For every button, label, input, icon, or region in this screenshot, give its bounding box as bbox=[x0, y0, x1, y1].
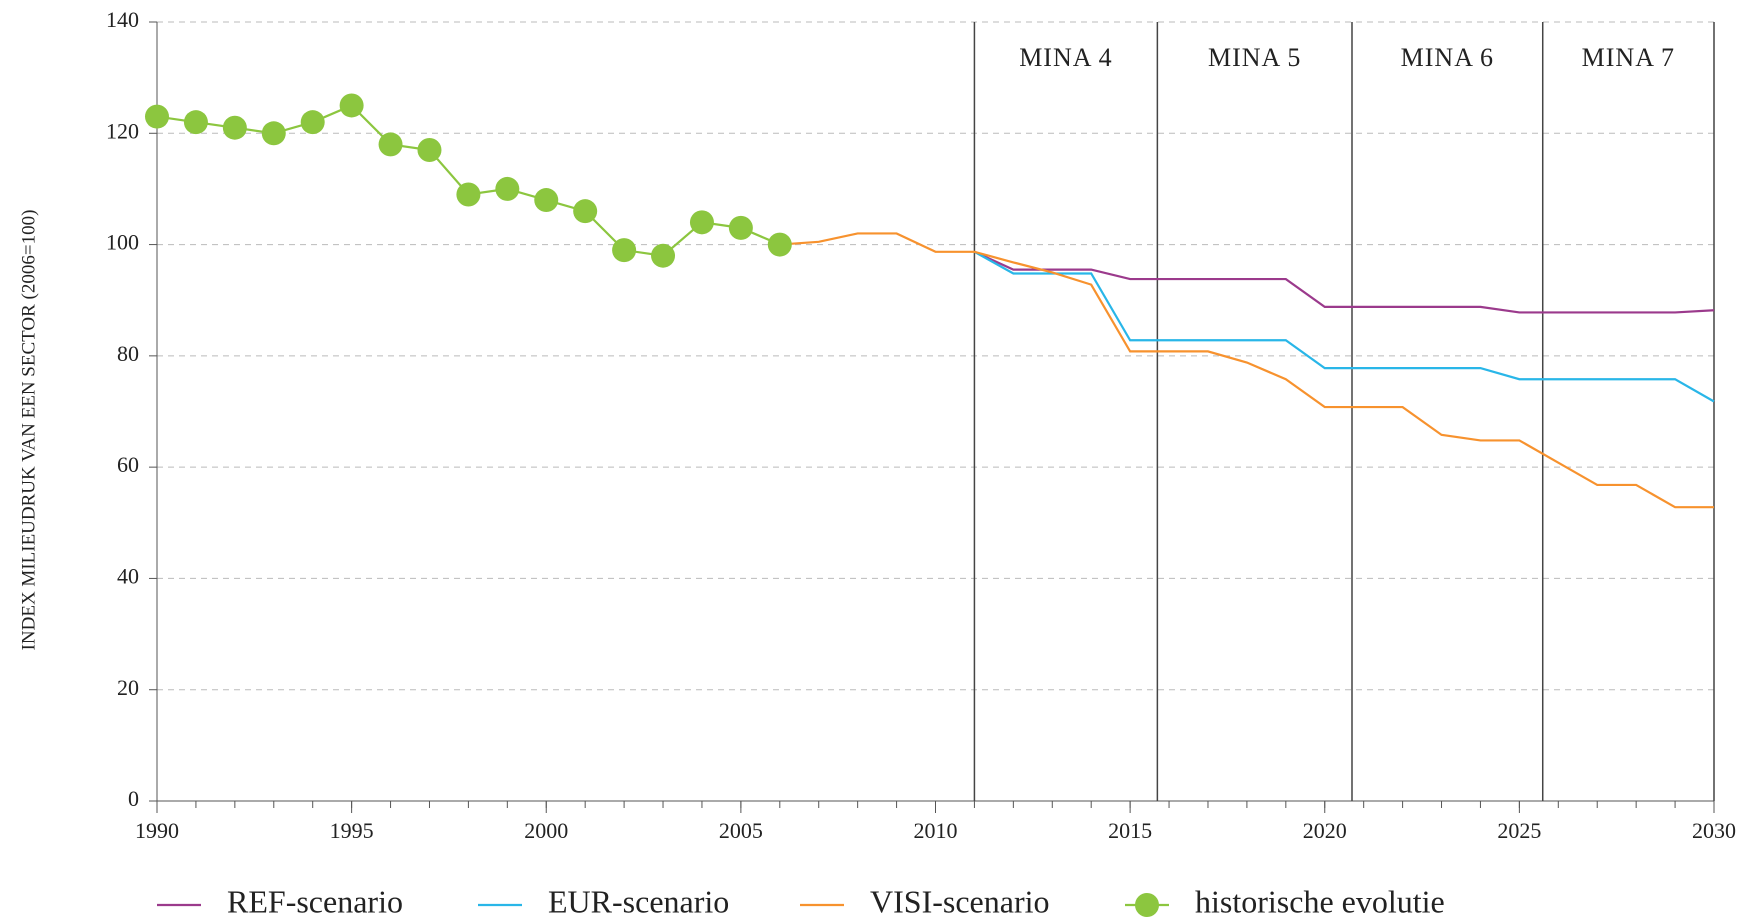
series-line bbox=[156, 104, 781, 257]
x-tick-label: 1990 bbox=[135, 818, 179, 843]
data-point bbox=[145, 104, 169, 129]
x-tick-label: 2015 bbox=[1108, 818, 1152, 843]
y-tick-label: 40 bbox=[117, 563, 139, 588]
y-tick-label: 80 bbox=[117, 341, 139, 366]
x-tick-label: 2000 bbox=[524, 818, 568, 843]
data-point bbox=[222, 115, 247, 140]
data-point bbox=[183, 110, 208, 135]
data-point bbox=[417, 137, 442, 162]
legend-label: EUR-scenario bbox=[548, 883, 729, 919]
x-tick-label: 2025 bbox=[1497, 818, 1541, 843]
series-line bbox=[779, 232, 1714, 509]
y-tick-label: 140 bbox=[106, 7, 139, 32]
series-line bbox=[973, 250, 1715, 403]
data-point bbox=[689, 210, 714, 235]
y-tick-label: 20 bbox=[117, 675, 139, 700]
period-label: MINA 6 bbox=[1401, 43, 1494, 72]
period-label: MINA 4 bbox=[1019, 43, 1112, 72]
y-tick-label: 120 bbox=[106, 118, 139, 143]
data-point bbox=[612, 238, 637, 263]
period-label: MINA 7 bbox=[1582, 43, 1675, 72]
series-line bbox=[973, 250, 1715, 314]
x-tick-label: 1995 bbox=[330, 818, 374, 843]
data-point bbox=[339, 93, 364, 118]
x-tick-label: 2030 bbox=[1692, 818, 1736, 843]
x-tick-label: 2005 bbox=[719, 818, 763, 843]
data-point bbox=[300, 110, 325, 135]
legend-label: VISI-scenario bbox=[870, 883, 1049, 919]
data-point bbox=[495, 176, 520, 201]
data-point bbox=[573, 199, 598, 224]
legend-label: REF-scenario bbox=[227, 883, 403, 919]
y-tick-label: 100 bbox=[106, 230, 139, 255]
y-tick-label: 60 bbox=[117, 452, 139, 477]
legend-label: historische evolutie bbox=[1195, 883, 1445, 919]
period-label: MINA 5 bbox=[1208, 43, 1301, 72]
data-point bbox=[767, 232, 792, 257]
data-point bbox=[651, 243, 676, 268]
legend-marker bbox=[1135, 893, 1159, 917]
data-point bbox=[534, 188, 559, 213]
data-point bbox=[456, 182, 481, 207]
data-point bbox=[378, 132, 403, 157]
x-tick-label: 2010 bbox=[914, 818, 958, 843]
x-tick-label: 2020 bbox=[1303, 818, 1347, 843]
y-axis-label: INDEX MILIEUDRUK VAN EEN SECTOR (2006=10… bbox=[18, 210, 39, 651]
data-point bbox=[261, 121, 286, 146]
y-tick-label: 0 bbox=[128, 786, 139, 811]
data-point bbox=[728, 215, 753, 240]
